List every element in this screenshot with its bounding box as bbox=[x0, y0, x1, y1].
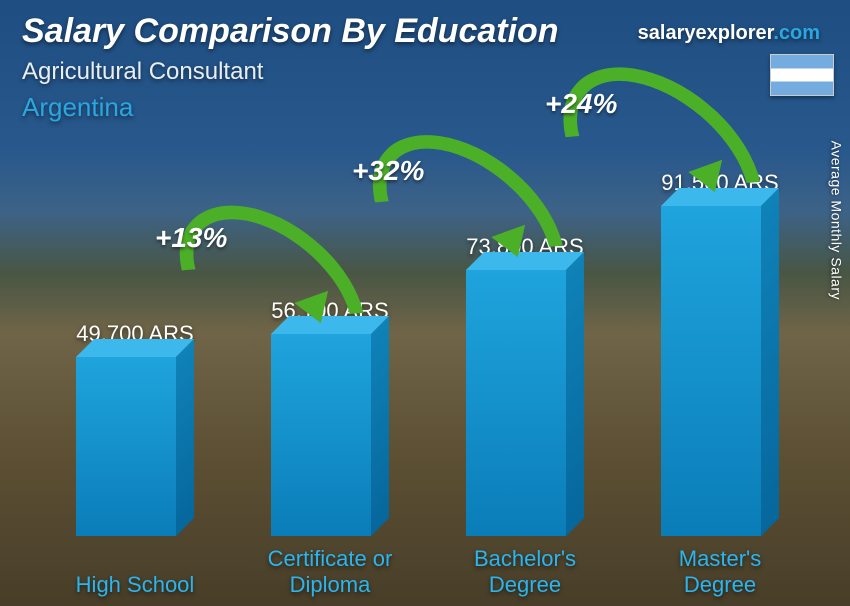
x-axis-label: Master'sDegree bbox=[625, 546, 815, 598]
increase-label: +24% bbox=[545, 88, 617, 120]
increase-label: +13% bbox=[155, 222, 227, 254]
page-subtitle: Agricultural Consultant bbox=[22, 58, 263, 86]
page-title: Salary Comparison By Education bbox=[22, 12, 559, 51]
brand-link[interactable]: salaryexplorer.com bbox=[638, 22, 820, 45]
x-axis-label: Bachelor'sDegree bbox=[430, 546, 620, 598]
increase-label: +32% bbox=[352, 155, 424, 187]
brand-suffix: .com bbox=[773, 22, 820, 44]
flag-icon bbox=[770, 54, 834, 96]
bar-column bbox=[76, 357, 194, 536]
bar-column bbox=[661, 206, 779, 536]
bar: 49,700 ARS bbox=[50, 321, 220, 536]
country-label: Argentina bbox=[22, 92, 133, 123]
brand-main: salaryexplorer bbox=[638, 22, 774, 44]
stage: Salary Comparison By Education Agricultu… bbox=[0, 0, 850, 606]
y-axis-label: Average Monthly Salary bbox=[828, 141, 844, 300]
x-axis-label: Certificate orDiploma bbox=[235, 546, 425, 598]
x-axis-label: High School bbox=[40, 572, 230, 598]
